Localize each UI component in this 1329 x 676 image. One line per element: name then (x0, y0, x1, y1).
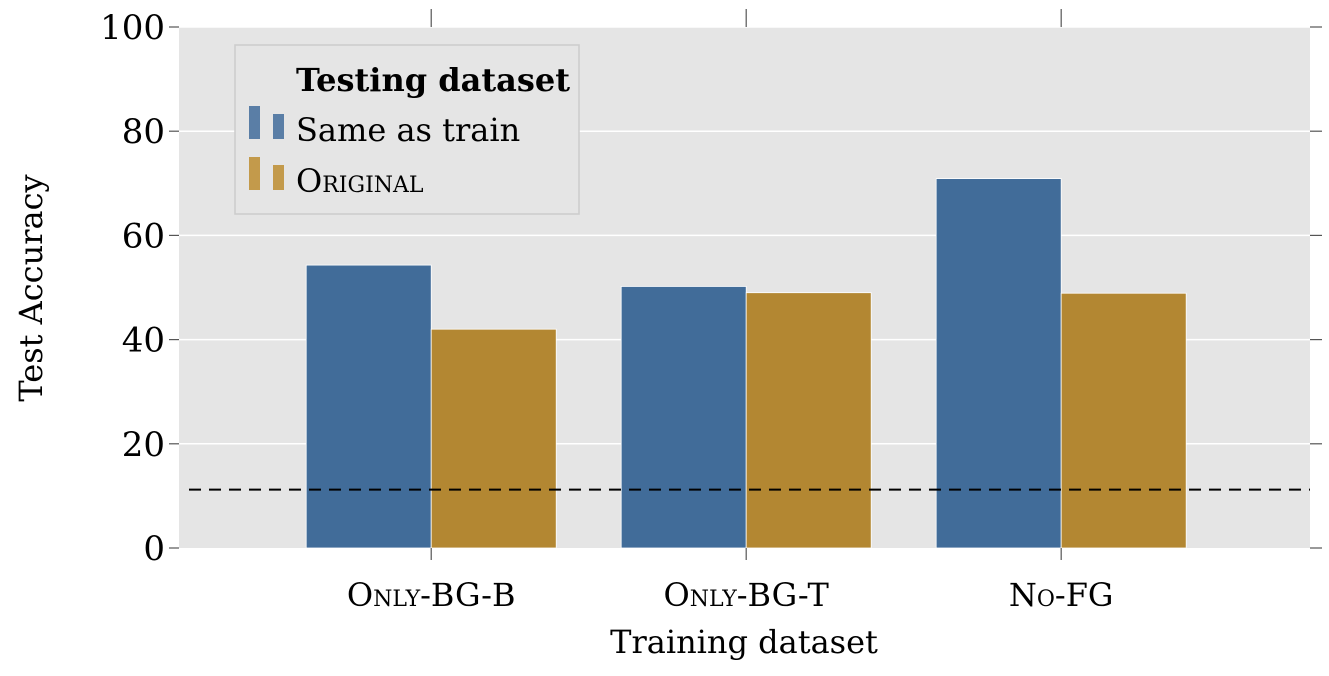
bars (305, 178, 1187, 549)
legend-label-same-as-train: Same as train (296, 111, 520, 149)
bar-original-2 (1060, 292, 1187, 549)
y-axis-title: Test Accuracy (12, 174, 50, 401)
y-tick-label: 80 (122, 112, 165, 152)
legend-box (234, 44, 580, 215)
y-tick-label: 60 (122, 216, 165, 256)
y-tick-label: 0 (143, 529, 165, 569)
bar-same-as-train-2 (935, 178, 1062, 549)
x-axis-title: Training dataset (610, 623, 878, 661)
x-tick-label: Only-BG-B (347, 576, 516, 614)
y-tick-label: 20 (122, 425, 165, 465)
bar-same-as-train-0 (305, 264, 432, 549)
legend-swatch-original-right (273, 165, 284, 190)
x-tick-label: Only-BG-T (664, 576, 830, 614)
legend-swatch-same-as-train-right (273, 114, 284, 139)
x-tick-label: No-FG (1009, 576, 1114, 614)
legend-swatch-same-as-train-left (249, 106, 260, 139)
y-tick-label: 40 (122, 321, 165, 361)
y-axis: 0 20 40 60 80 100 (100, 8, 1322, 569)
legend-title: Testing dataset (296, 61, 570, 99)
legend: Testing dataset Same as train Original (234, 44, 580, 215)
x-axis: Only-BG-B Only-BG-T No-FG (347, 9, 1114, 614)
bar-original-0 (430, 328, 557, 549)
bar-original-1 (745, 292, 872, 549)
y-tick-label: 100 (100, 8, 165, 48)
legend-swatch-original-left (249, 157, 260, 190)
legend-label-original: Original (296, 162, 424, 200)
bar-same-as-train-1 (620, 286, 747, 549)
